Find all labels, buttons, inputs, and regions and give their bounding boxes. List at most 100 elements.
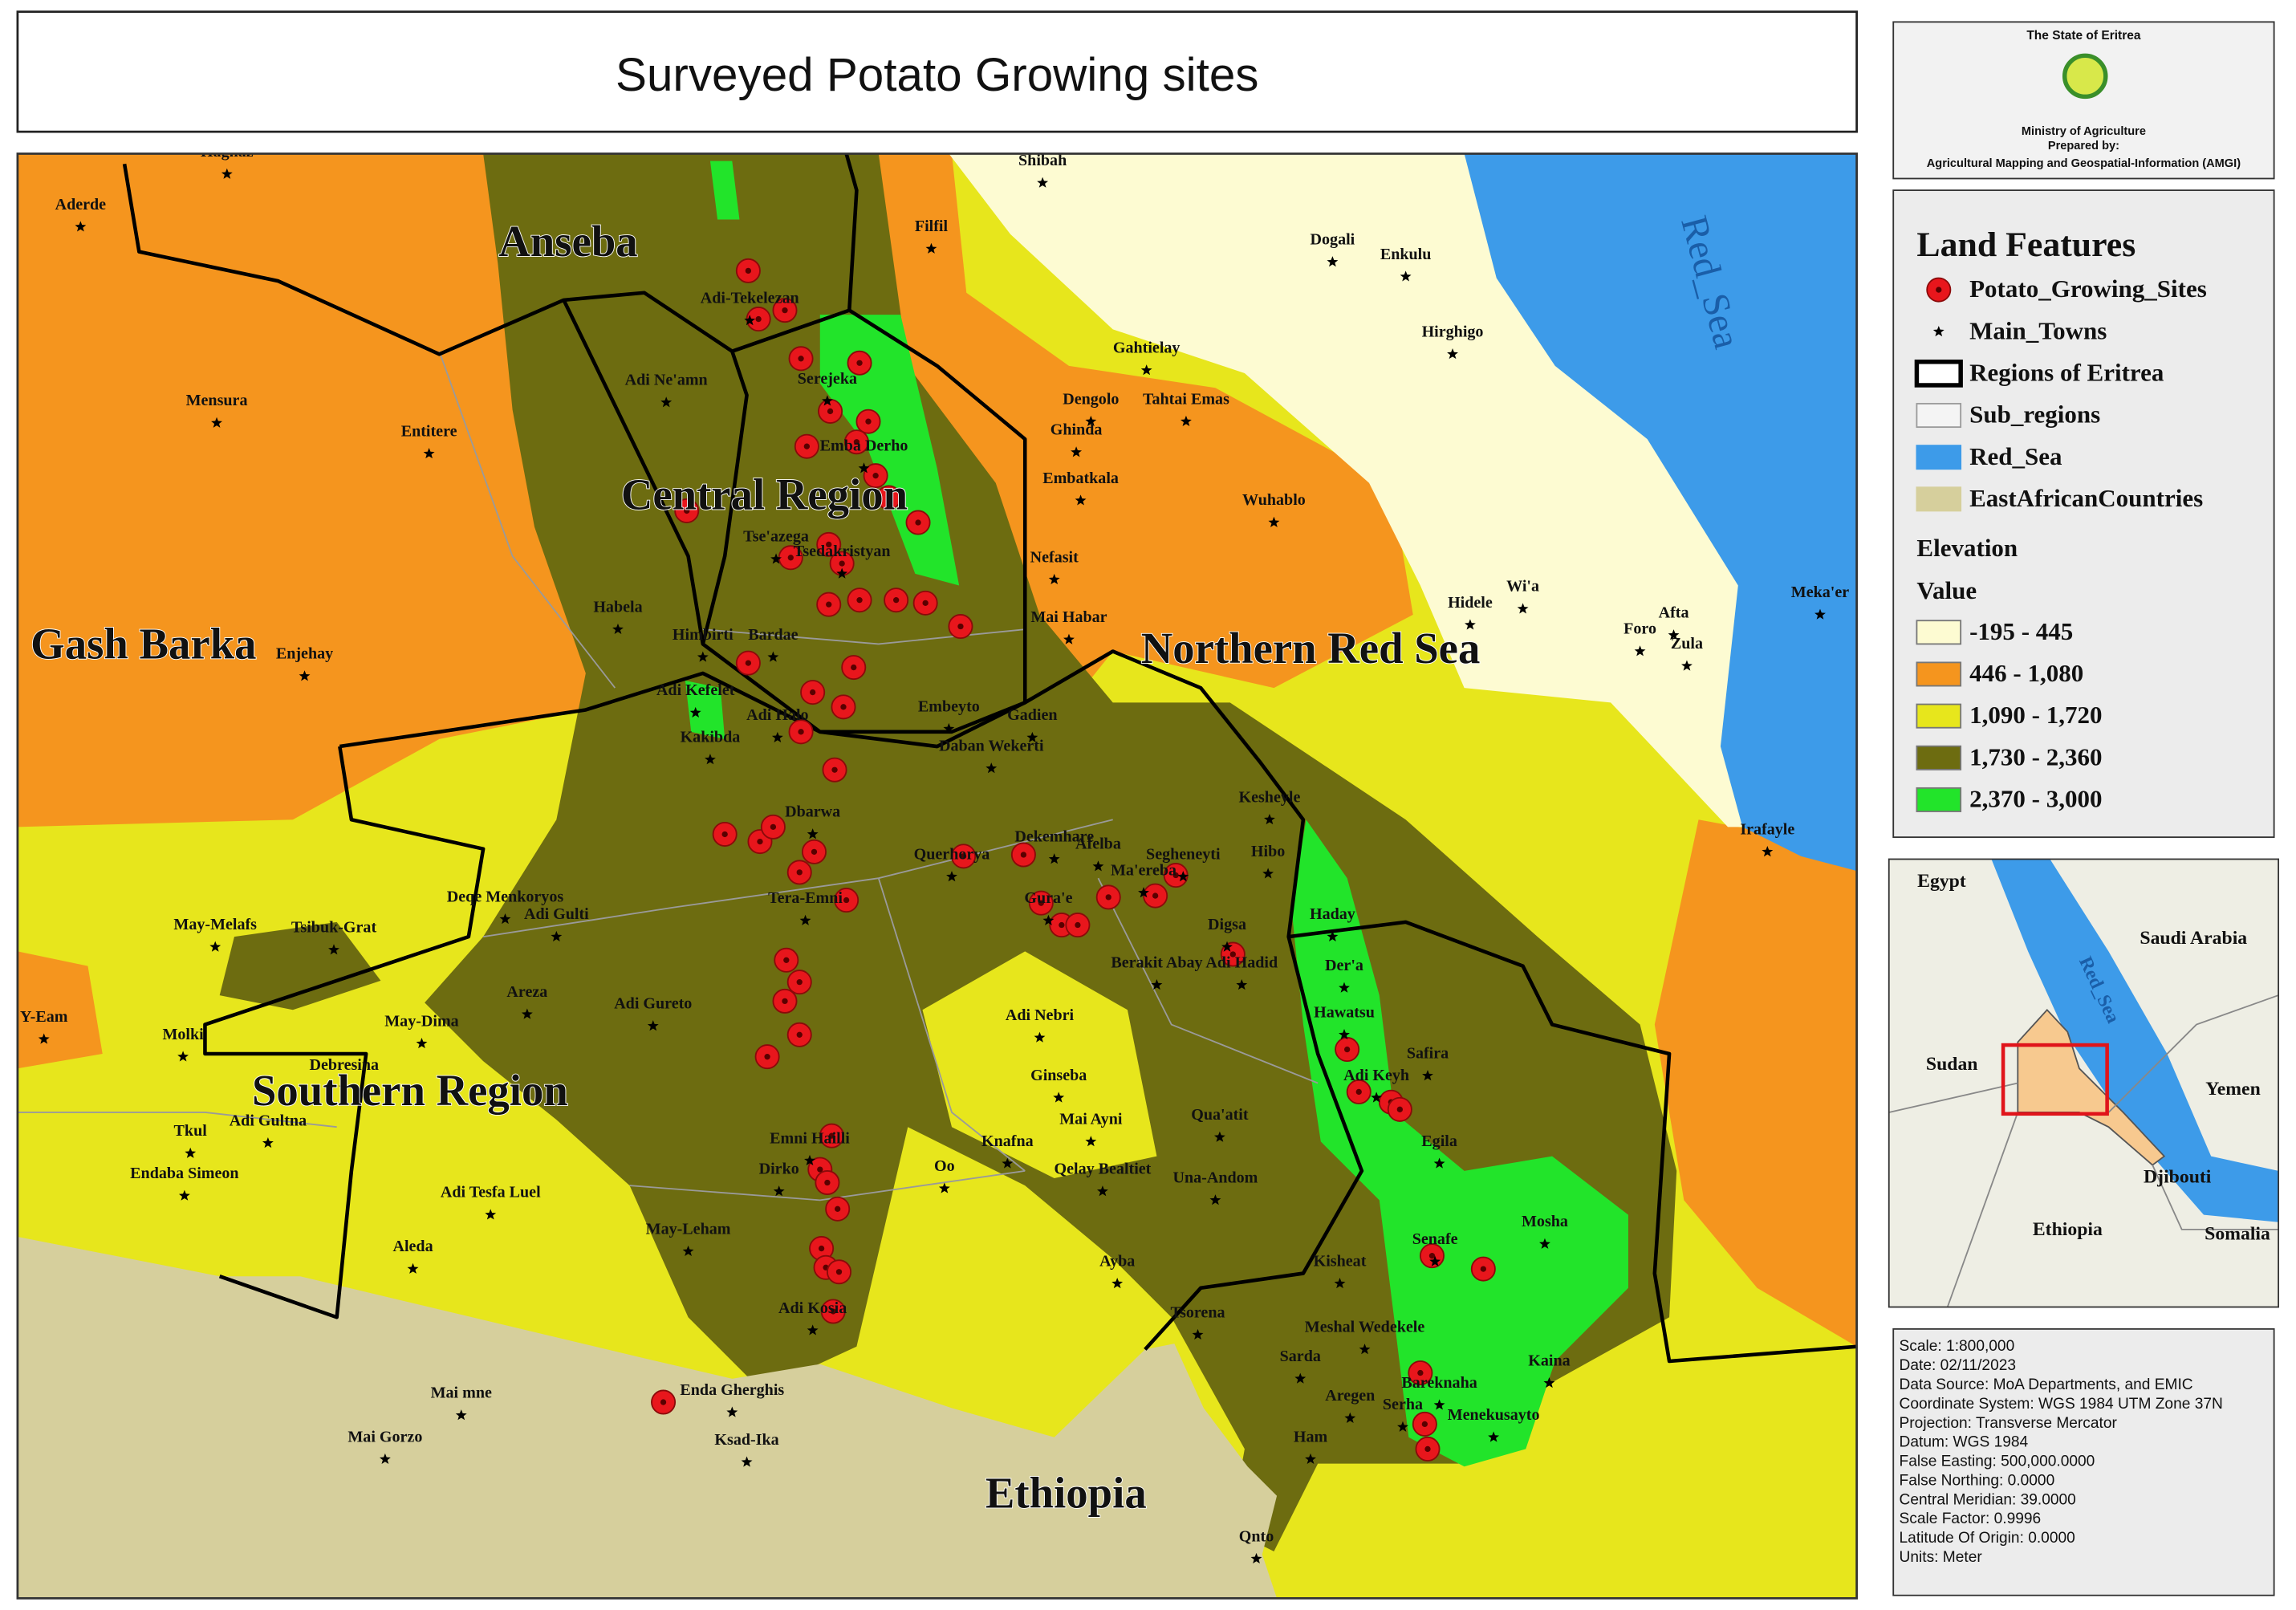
town-marker [423, 448, 435, 459]
potato-site-dot [826, 601, 832, 608]
town-label: Dirko [759, 1161, 799, 1178]
info-line: False Easting: 500,000.0000 [1900, 1453, 2095, 1470]
info-line: False Northing: 0.0000 [1900, 1472, 2055, 1489]
town-marker [1250, 1552, 1262, 1564]
town-label: Foro [1623, 620, 1656, 638]
town-label: Menekusayto [1448, 1406, 1540, 1424]
town-label: May-Melafs [173, 916, 257, 933]
town-marker [771, 731, 783, 742]
map: Haghaz Aderde Shibah Filfil Dogali Enkulu Adi-… [17, 153, 1857, 1599]
potato-site-dot [893, 597, 900, 604]
town-marker [1334, 1278, 1346, 1289]
info-line: Scale Factor: 0.9996 [1900, 1510, 2042, 1527]
sub-region-line [629, 1170, 1026, 1201]
potato-site-dot [830, 1308, 836, 1315]
header-line: Agricultural Mapping and Geospatial-Info… [1927, 157, 2241, 170]
region-boundary [1144, 936, 1364, 1351]
town-label: Wi'a [1506, 578, 1539, 596]
potato-site-dot [684, 507, 690, 514]
town-marker [1668, 629, 1680, 640]
potato-site-dot [835, 1205, 841, 1212]
potato-site-dot [755, 315, 762, 323]
town-label: Digsa [1208, 916, 1246, 933]
town-marker [221, 168, 233, 179]
potato-site-dot [885, 494, 892, 501]
legend-swatch [1916, 703, 1962, 729]
town-label: Daban Wekerti [939, 738, 1044, 755]
town-marker [1048, 853, 1060, 864]
town-marker [1042, 914, 1055, 925]
town-label: Entitere [401, 422, 457, 440]
town-marker [1464, 619, 1476, 630]
legend-swatch [1916, 787, 1962, 812]
town-label: Ksad-Ika [714, 1431, 778, 1449]
legend-label: -195 - 445 [1969, 617, 2073, 645]
town-marker [1447, 348, 1458, 360]
town-marker [1397, 1421, 1408, 1432]
town-marker [1517, 603, 1529, 614]
town-label: Egila [1421, 1132, 1457, 1150]
town-marker [1488, 1431, 1500, 1442]
sub-region-line [482, 819, 1113, 938]
town-marker [1294, 1372, 1306, 1384]
town-marker [1213, 1131, 1225, 1142]
inset-sea [1991, 859, 2279, 1222]
legend-label: Main_Towns [1969, 316, 2107, 344]
town-label: Adi-Tekelezan [701, 289, 799, 307]
town-label: Segheneyti [1146, 845, 1221, 863]
inset-border [2107, 994, 2279, 1113]
legend-label: Regions of Eritrea [1969, 359, 2164, 387]
town-label: Zula [1671, 635, 1703, 653]
town-label: Gadien [1007, 706, 1057, 724]
town-label: Dekemhare [1014, 828, 1094, 846]
town-label: Irafayle [1740, 820, 1794, 838]
town-marker [177, 1051, 189, 1062]
region-label: Central Region [621, 470, 908, 519]
potato-site-dot [915, 519, 921, 526]
map-frame [16, 152, 1858, 1600]
potato-site-dot [840, 704, 847, 710]
inset-label: Djibouti [2144, 1167, 2212, 1188]
town-marker [1140, 364, 1152, 376]
town-marker [985, 762, 998, 774]
town-label: Gura'e [1024, 889, 1072, 907]
sub-region-line [438, 351, 616, 689]
header-line: The State of Eritrea [2026, 29, 2141, 43]
inset-label: Egypt [1917, 871, 1966, 892]
potato-site-dot [1421, 1421, 1428, 1428]
potato-site-dot [839, 560, 845, 567]
info-line: Scale: 1:800,000 [1900, 1338, 2015, 1355]
town-label: Gahtielay [1113, 339, 1181, 357]
town-label: Ham [1294, 1428, 1328, 1445]
town-label: Afta [1659, 604, 1689, 622]
town-marker [682, 1245, 694, 1257]
legend-subtitle: Elevation [1916, 534, 2018, 562]
potato-site-dot [1343, 1046, 1351, 1053]
info-line: Latitude Of Origin: 0.0000 [1900, 1530, 2075, 1547]
ethiopia-area [17, 1236, 1278, 1599]
potato-site-dot [856, 597, 863, 604]
info-box [1892, 1327, 2275, 1596]
town-marker [328, 944, 339, 955]
town-label: Kakibda [681, 729, 741, 746]
sub-region-line [702, 628, 1026, 645]
town-label: Mai mne [431, 1384, 492, 1402]
potato-site-dot [1038, 900, 1044, 906]
town-label: Kaina [1528, 1352, 1570, 1369]
town-label: Tsedakristyan [794, 543, 891, 560]
legend-box [1892, 189, 2275, 839]
info-line: Datum: WGS 1984 [1900, 1434, 2029, 1451]
potato-site-dot [1428, 1253, 1436, 1259]
potato-site-dot [745, 267, 752, 274]
info-line: Central Meridian: 39.0000 [1900, 1491, 2076, 1508]
potato-site-dot [798, 729, 804, 735]
town-label: Filfil [915, 218, 949, 235]
town-label: Ghinda [1050, 421, 1103, 439]
region-boundary [122, 153, 859, 356]
town-marker [807, 1324, 819, 1336]
potato-site-dot [787, 555, 794, 561]
town-marker [1209, 1194, 1221, 1205]
town-marker [1151, 979, 1163, 990]
